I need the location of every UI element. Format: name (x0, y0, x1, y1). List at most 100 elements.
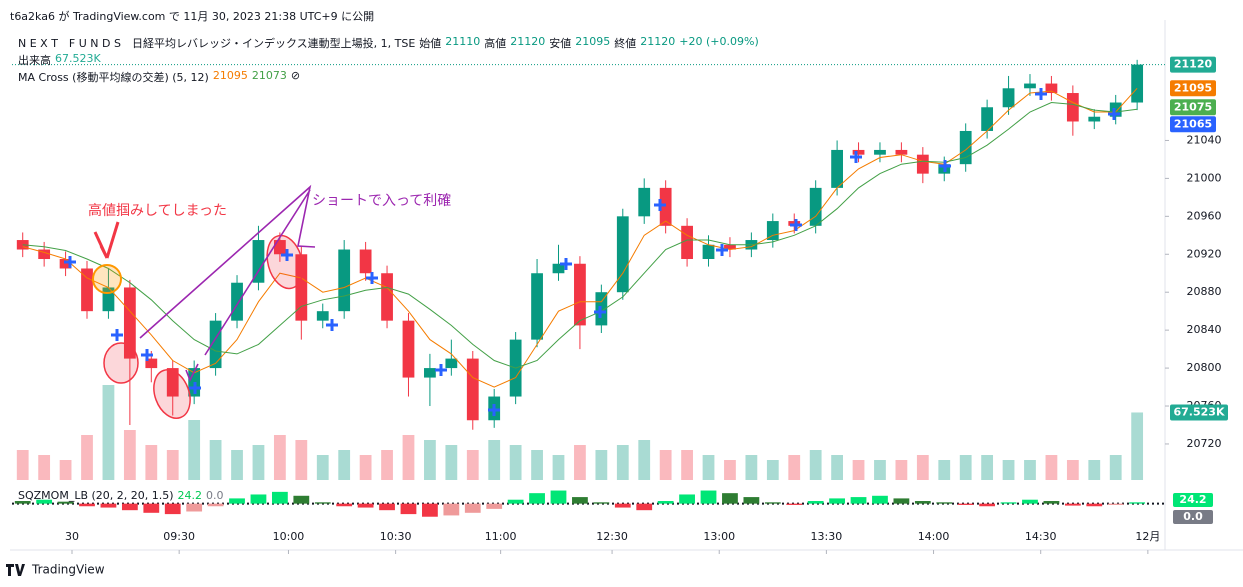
candle-body (959, 130, 972, 165)
ohlc-value: 21120 (510, 35, 546, 48)
volume-bar (616, 445, 629, 480)
volume-bar (1045, 455, 1058, 480)
brand: TradingView (31, 563, 105, 577)
candle-body (1024, 83, 1036, 89)
momentum-bar (550, 490, 567, 504)
volume-bar (809, 450, 822, 480)
momentum-bar (700, 490, 717, 504)
candle-body (659, 187, 672, 226)
volume-bar (273, 435, 286, 480)
candle-body (424, 368, 436, 378)
y-tick-label: 21040 (1187, 133, 1222, 146)
momentum-bar (636, 503, 653, 511)
momentum-tag (1173, 510, 1213, 524)
plot (12, 59, 1165, 517)
candle-body (702, 244, 715, 260)
volume-bar (381, 450, 393, 480)
cross-markers (64, 88, 1120, 416)
volume-bar (681, 450, 693, 480)
volume-bar (659, 450, 672, 480)
x-tick-label: 14:00 (918, 530, 950, 543)
volume-bar (552, 455, 565, 480)
volume-bar (959, 455, 972, 480)
volume-bar (16, 450, 29, 480)
volume-bar (852, 460, 865, 480)
momentum-bar (443, 503, 460, 516)
candle-body (638, 187, 651, 217)
price-tag-label: 21120 (1174, 58, 1213, 71)
candle-body (402, 320, 415, 378)
candle-body (295, 254, 308, 321)
momentum-bar (121, 503, 138, 511)
volume-legend: 出来高 67.523K (18, 52, 101, 68)
ohlc-label: 始値 (419, 37, 442, 50)
momentum-bar (850, 497, 867, 504)
volume-bar (488, 440, 501, 480)
momentum-bar (679, 494, 695, 504)
candle-body (552, 263, 565, 274)
candle-body (359, 249, 372, 274)
momentum-bar (400, 503, 417, 515)
price-tag-label: 21075 (1174, 100, 1212, 113)
price-tag (1170, 99, 1216, 116)
hide-icon[interactable]: ⊘ (290, 69, 301, 82)
momentum-tag-label: 0.0 (1183, 510, 1203, 523)
volume-bar (123, 430, 136, 480)
x-tick-label: 11:00 (485, 530, 517, 543)
volume-bar (338, 450, 351, 480)
y-tick-label: 20840 (1187, 323, 1222, 336)
price-tag (1170, 80, 1216, 97)
price-tag-label: 21095 (1174, 81, 1212, 94)
volume-bar (445, 445, 458, 480)
ma-value: 21095 (212, 69, 248, 82)
price-tag-label: 21065 (1174, 117, 1212, 130)
momentum-bar (164, 503, 181, 515)
ma-value: 21073 (251, 69, 287, 82)
momentum-bar (293, 495, 310, 504)
momentum-tag (1173, 493, 1213, 507)
momentum-bar (207, 503, 224, 507)
candle-body (1131, 64, 1144, 103)
annotation: ショートで入って利確 (312, 193, 451, 209)
candle-body (831, 149, 843, 188)
volume-bar (831, 455, 843, 480)
candle-body (273, 240, 286, 255)
candle-body (316, 311, 329, 321)
momentum-bar (1107, 503, 1124, 505)
ohlc-value: 21120 (640, 35, 676, 48)
ma-legend: MA Cross (移動平均線の交差) (5, 12) 21095 21073 … (18, 69, 300, 85)
momentum-bar (893, 498, 910, 504)
momentum-bar (36, 499, 53, 504)
volume-bar (81, 435, 93, 480)
y-tick-label: 20880 (1187, 285, 1222, 298)
annotation-shapes (64, 88, 1120, 419)
momentum-bar (1064, 503, 1081, 506)
x-tick-label: 09:30 (163, 530, 195, 543)
price-tag (1170, 116, 1216, 133)
volume-bar (466, 450, 479, 480)
arrow (93, 221, 120, 259)
ohlc-label: 高値 (484, 37, 507, 50)
ohlc-value: 21110 (445, 35, 481, 48)
candle-body (252, 240, 265, 283)
candle-body (874, 149, 886, 155)
volume-bar (895, 460, 908, 480)
volume-bar (574, 445, 586, 480)
footer: TradingView (6, 563, 105, 577)
momentum-bar (957, 503, 974, 505)
momentum-tag-label: 24.2 (1179, 493, 1206, 506)
ellipse (103, 342, 139, 384)
symbol-title: N E X T F U N D S 日経平均レバレッジ・インデックス連動型上場投… (18, 37, 416, 50)
candle-body (209, 320, 222, 369)
volume-bar (424, 440, 436, 480)
ma-line (22, 87, 1138, 388)
candle-body (38, 249, 51, 260)
candle-body (916, 154, 929, 174)
momentum-label: SQZMOM_LB (20, 2, 20, 1.5) (18, 489, 174, 502)
volume-bar (252, 445, 265, 480)
momentum-bar (357, 503, 374, 508)
momentum-bar (1043, 501, 1060, 504)
candle-body (766, 221, 779, 241)
volume-bar (766, 460, 779, 480)
